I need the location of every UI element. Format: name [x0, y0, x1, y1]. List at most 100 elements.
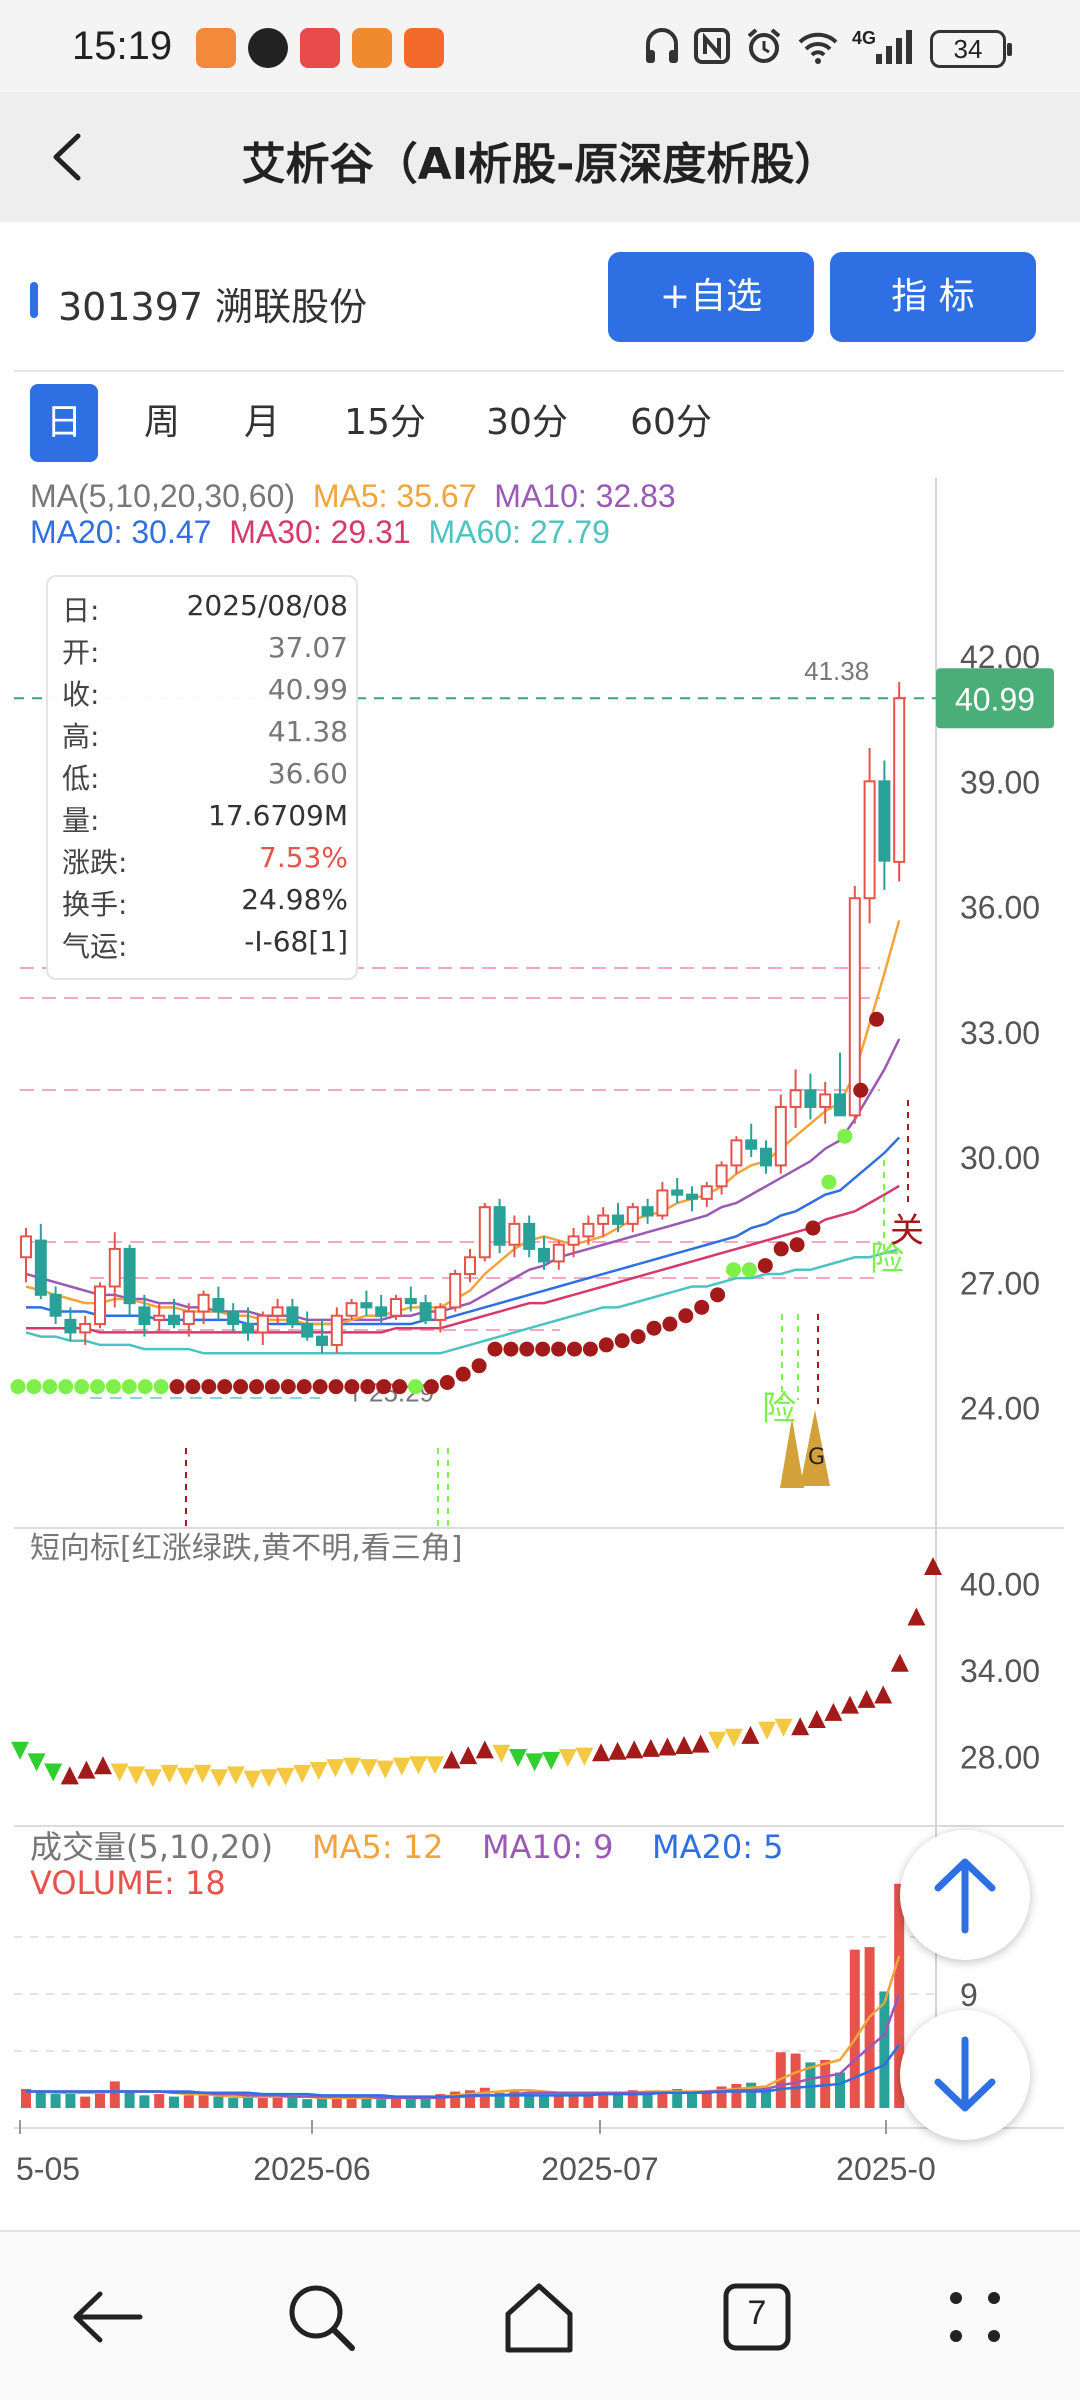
volume-bar — [465, 2090, 475, 2108]
support-dot — [726, 1262, 741, 1278]
support-dot — [487, 1341, 503, 1357]
candle-body — [197, 1293, 210, 1313]
search-icon[interactable] — [276, 2272, 366, 2362]
volume-bar — [524, 2094, 535, 2108]
candle-body — [686, 1193, 698, 1200]
back-icon[interactable] — [62, 2272, 152, 2362]
divider — [14, 370, 1064, 372]
candle-body — [404, 1298, 417, 1305]
indicator-triangle — [44, 1763, 63, 1782]
menu-icon[interactable] — [930, 2272, 1020, 2362]
indicator-triangle — [110, 1763, 129, 1782]
battery-indicator: 34 — [930, 30, 1012, 68]
support-dot — [153, 1379, 169, 1395]
volume-bar — [331, 2095, 342, 2108]
candle-body — [182, 1310, 195, 1326]
support-dot — [837, 1128, 853, 1144]
tab-30min[interactable]: 30分 — [486, 402, 568, 443]
volume-bar — [95, 2090, 105, 2108]
indicator-triangle — [658, 1737, 677, 1756]
candle-body — [523, 1222, 536, 1250]
support-dot — [869, 1011, 885, 1027]
tab-week[interactable]: 周 — [143, 402, 180, 443]
candle-body — [138, 1306, 151, 1326]
indicator-axis-tick: 34.00 — [960, 1653, 1040, 1689]
volume-ma5-line — [26, 1955, 901, 2100]
app-notification-icon — [196, 28, 236, 68]
support-dot — [455, 1366, 471, 1382]
volume-bar — [198, 2095, 209, 2108]
volume-ma5-label: MA5: 12 — [312, 1828, 444, 1866]
volume-bar — [183, 2095, 194, 2108]
tabs-button[interactable]: 7 — [712, 2272, 802, 2362]
volume-bar — [213, 2096, 224, 2108]
support-dot — [217, 1379, 233, 1395]
signal-flag-label: G — [808, 1445, 825, 1470]
support-dot — [630, 1329, 646, 1345]
support-dot — [312, 1379, 328, 1395]
candle-body — [271, 1306, 284, 1317]
volume-bar — [287, 2096, 298, 2108]
ma30-line — [26, 1184, 900, 1334]
volume-bar — [243, 2096, 253, 2108]
support-dot — [439, 1375, 455, 1391]
price-axis-tick: 33.00 — [960, 1015, 1040, 1051]
candle-body — [286, 1306, 299, 1326]
candle-body — [108, 1247, 121, 1288]
support-dot — [376, 1379, 392, 1395]
support-dot — [551, 1341, 567, 1357]
x-axis-label: 2025-07 — [541, 2151, 658, 2180]
candle-body — [567, 1235, 580, 1246]
indicator-triangle — [592, 1743, 610, 1762]
tab-day[interactable]: 日 — [30, 384, 98, 462]
candle-body — [612, 1214, 624, 1225]
indicator-triangle — [127, 1766, 146, 1785]
support-dot — [535, 1341, 551, 1357]
candle-body — [330, 1314, 343, 1346]
scroll-down-button[interactable] — [900, 2010, 1030, 2140]
support-dot — [169, 1379, 185, 1395]
support-dot — [121, 1379, 137, 1395]
info-row-volume: 量: 17.6709M — [62, 799, 348, 839]
info-row-high: 高: 41.38 — [62, 715, 348, 755]
warning-annotation: 险 — [870, 1239, 904, 1279]
candle-body — [582, 1222, 595, 1238]
tab-15min[interactable]: 15分 — [344, 402, 426, 443]
tab-60min[interactable]: 60分 — [630, 402, 712, 443]
volume-bar — [35, 2091, 46, 2108]
price-axis-tick: 24.00 — [960, 1391, 1040, 1427]
candle-body — [242, 1323, 254, 1334]
stock-chart[interactable]: 42.0039.0036.0033.0030.0027.0024.0040.99… — [0, 460, 1080, 2180]
support-dot — [503, 1341, 519, 1357]
candle-body — [478, 1206, 491, 1259]
candle-body — [79, 1323, 92, 1334]
support-dot — [264, 1379, 280, 1395]
support-dot — [853, 1082, 869, 1098]
indicator-triangle — [708, 1731, 727, 1750]
candle-body — [819, 1093, 832, 1108]
scroll-up-button[interactable] — [900, 1830, 1030, 1960]
indicator-triangle — [907, 1607, 926, 1626]
indicator-triangle — [226, 1766, 245, 1785]
back-button[interactable] — [34, 122, 104, 192]
ma60-legend: MA60: 27.79 — [428, 514, 610, 550]
candle-body — [552, 1243, 565, 1263]
headphones-icon — [646, 28, 678, 63]
tab-month[interactable]: 月 — [243, 402, 280, 443]
ma-legend-row-2: MA20: 30.47 MA30: 29.31 MA60: 27.79 — [30, 514, 610, 551]
home-icon[interactable] — [494, 2272, 584, 2362]
indicator-button[interactable]: 指 标 — [830, 252, 1036, 342]
info-row-change: 涨跌: 7.53% — [62, 841, 348, 881]
candle-body — [760, 1147, 772, 1167]
candle-body — [153, 1314, 166, 1321]
indicator-triangle — [608, 1741, 627, 1760]
volume-bar — [154, 2094, 165, 2108]
volume-value-label: VOLUME: 18 — [30, 1864, 226, 1902]
indicator-axis-tick: 40.00 — [960, 1566, 1040, 1602]
volume-bar — [657, 2091, 668, 2108]
info-label: 开: — [62, 636, 100, 669]
signal-icon — [876, 30, 912, 64]
info-value: 37.07 — [267, 631, 348, 664]
arrow-down-icon — [934, 2036, 996, 2112]
add-watchlist-button[interactable]: +自选 — [608, 252, 814, 342]
